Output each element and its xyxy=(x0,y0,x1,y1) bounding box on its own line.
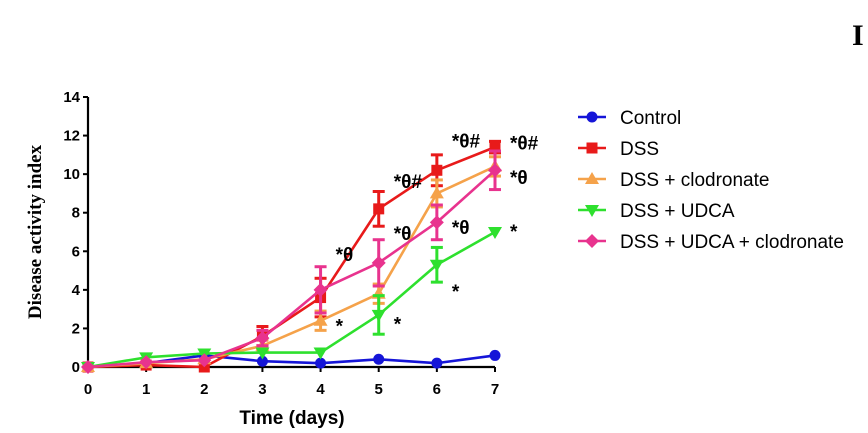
legend-item: DSS + clodronate xyxy=(578,170,769,191)
significance-mark: *θ# xyxy=(510,133,539,154)
data-point xyxy=(489,349,501,361)
y-tick-label: 2 xyxy=(72,320,80,337)
significance-mark: * xyxy=(510,222,518,243)
legend-item: DSS xyxy=(578,139,659,160)
data-point xyxy=(373,203,385,215)
series-layer xyxy=(81,139,502,374)
significance-mark: *θ# xyxy=(452,131,481,152)
y-axis-title: Disease activity index xyxy=(25,144,46,319)
significance-mark: * xyxy=(394,315,402,336)
data-point xyxy=(431,164,443,176)
data-point xyxy=(139,355,154,370)
data-point xyxy=(313,282,328,297)
series-dss-udca xyxy=(81,227,502,374)
y-tick-label: 0 xyxy=(72,359,80,376)
y-tick-label: 6 xyxy=(72,243,80,260)
annotation-layer: *θ * *θ# *θ * *θ# *θ * *θ# *θ * xyxy=(336,131,539,337)
legend-label: DSS xyxy=(620,139,659,160)
data-point xyxy=(255,347,270,360)
legend-item: DSS + UDCA + clodronate xyxy=(578,232,844,253)
x-tick-label: 6 xyxy=(433,381,441,398)
legend-marker xyxy=(586,142,598,154)
x-tick-label: 5 xyxy=(375,381,383,398)
x-tick-label: 2 xyxy=(200,381,208,398)
series-line xyxy=(87,230,496,369)
axes xyxy=(86,97,495,369)
data-point xyxy=(373,353,385,365)
data-point xyxy=(313,347,328,360)
significance-mark: *θ xyxy=(452,218,470,239)
data-point xyxy=(431,357,443,369)
data-point xyxy=(489,141,501,153)
legend-item: DSS + UDCA xyxy=(578,201,735,222)
y-tick-label: 14 xyxy=(63,89,80,106)
significance-mark: * xyxy=(452,282,460,303)
data-point xyxy=(488,227,502,239)
significance-mark: *θ xyxy=(510,168,528,189)
data-point xyxy=(371,255,386,270)
data-point xyxy=(197,353,212,368)
data-point xyxy=(313,313,328,326)
panel-letter: I xyxy=(852,19,864,52)
y-tick-label: 10 xyxy=(63,166,80,183)
x-tick-label: 0 xyxy=(84,381,92,398)
data-point xyxy=(429,259,444,272)
legend-marker xyxy=(585,234,599,248)
data-point xyxy=(256,355,268,367)
legend-marker xyxy=(585,205,599,217)
series-dss-udca-clodronate xyxy=(81,149,502,374)
x-tick-label: 1 xyxy=(142,381,150,398)
legend-marker xyxy=(585,172,599,184)
legend-label: Control xyxy=(620,108,681,129)
data-point xyxy=(255,331,270,346)
legend-label: DSS + clodronate xyxy=(620,170,769,191)
y-tick-label: 12 xyxy=(63,128,80,145)
y-tick-label: 8 xyxy=(72,205,80,222)
x-tick-label: 7 xyxy=(491,381,499,398)
legend: Control DSS DSS + clodronate DSS + UDCA DSS … xyxy=(578,108,844,253)
data-point xyxy=(371,309,386,322)
significance-mark: *θ xyxy=(394,224,412,245)
data-point xyxy=(81,360,95,374)
x-tick-label: 4 xyxy=(316,381,325,398)
significance-mark: *θ xyxy=(336,245,354,266)
data-point xyxy=(315,357,327,369)
x-tick-label: 3 xyxy=(258,381,266,398)
data-point xyxy=(488,163,502,178)
series-line xyxy=(87,145,496,369)
legend-label: DSS + UDCA + clodronate xyxy=(620,232,844,253)
significance-mark: * xyxy=(336,317,344,338)
y-tick-label: 4 xyxy=(72,282,81,299)
data-point xyxy=(429,215,444,230)
significance-mark: *θ# xyxy=(394,172,423,193)
x-axis-title: Time (days) xyxy=(239,408,344,429)
legend-item: Control xyxy=(578,108,681,129)
series-line xyxy=(87,169,496,369)
legend-label: DSS + UDCA xyxy=(620,201,735,222)
data-point xyxy=(429,186,444,199)
legend-marker xyxy=(586,111,598,123)
